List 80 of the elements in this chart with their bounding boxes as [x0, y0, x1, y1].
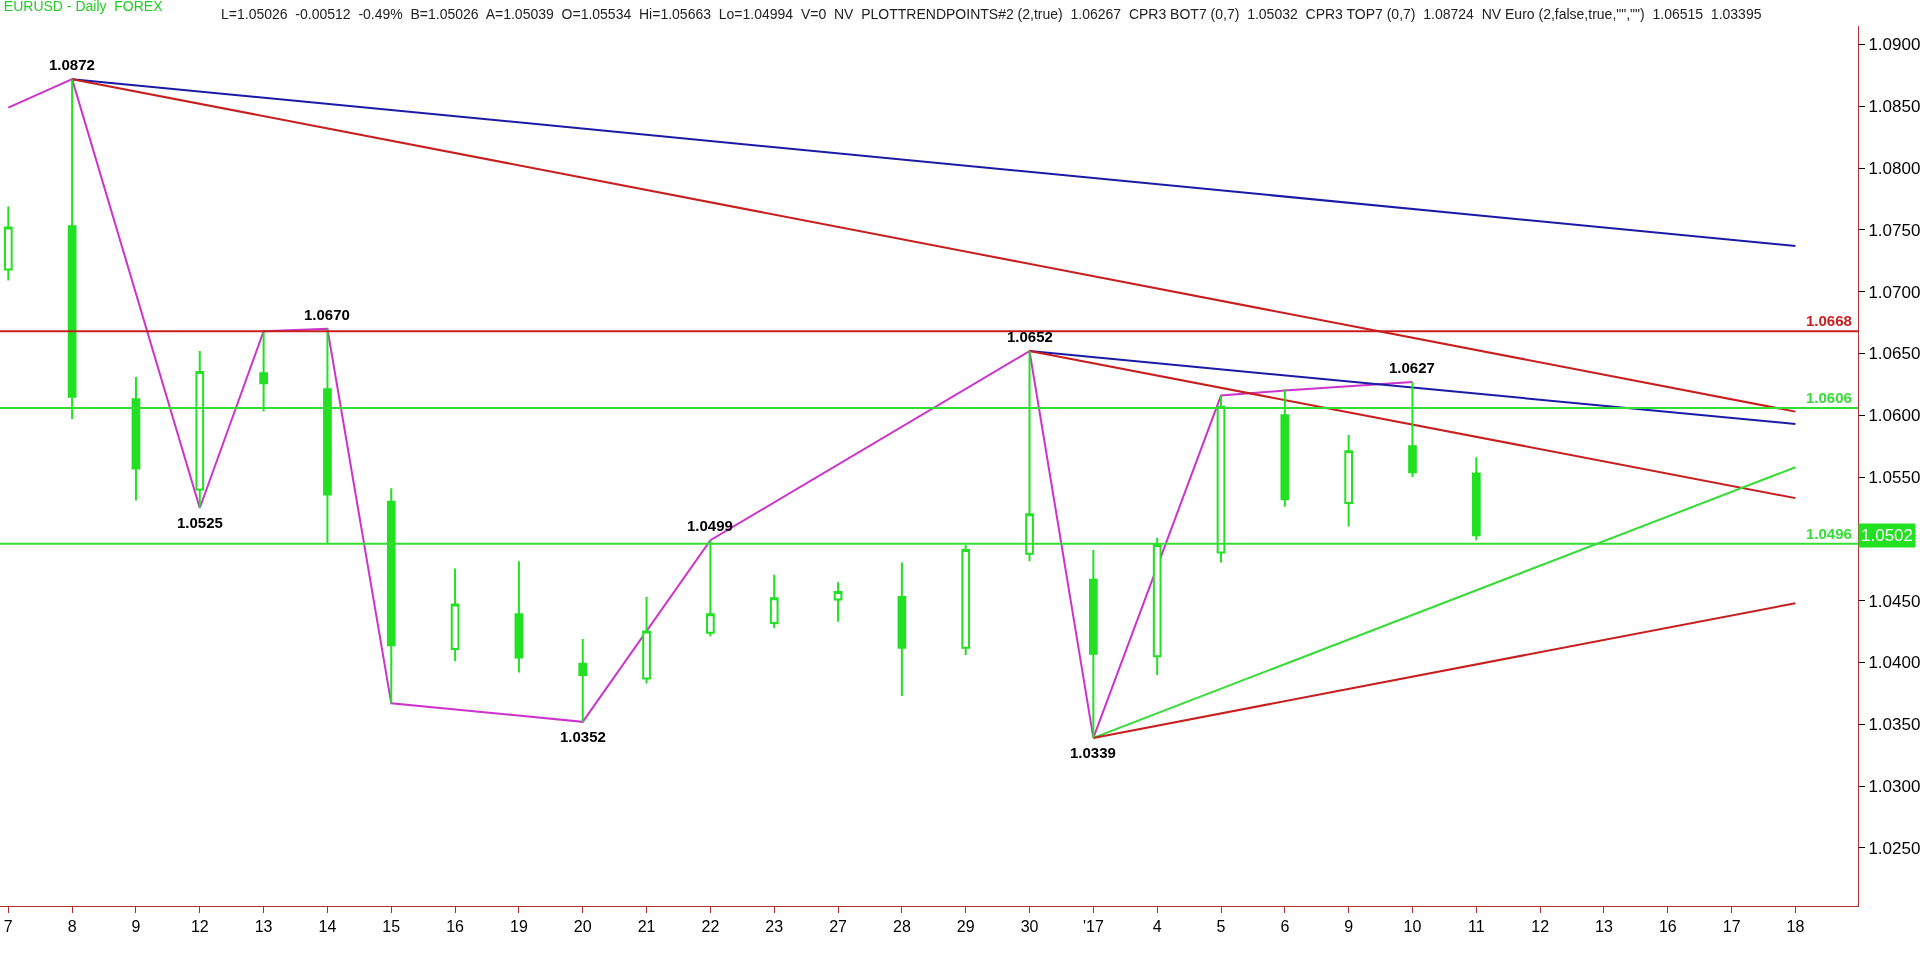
- y-tick-label: 1.0600: [1868, 406, 1920, 426]
- x-tick-label: 18: [1786, 918, 1805, 936]
- candlestick: [3, 205, 13, 282]
- candlestick: [514, 560, 524, 674]
- x-tick-label: 6: [1280, 918, 1290, 936]
- x-tick-label: 9: [131, 918, 141, 936]
- y-tick-label: 1.0450: [1868, 591, 1920, 611]
- x-tick-label: 13: [1595, 918, 1613, 936]
- x-tick-label: 9: [1344, 918, 1354, 936]
- x-tick-label: 29: [956, 918, 975, 936]
- x-tick-label: 13: [254, 918, 273, 936]
- x-tick-label: 15: [382, 918, 401, 936]
- annotation: 1.0339: [1070, 744, 1116, 761]
- chart-title: EURUSD - Daily FOREX: [3, 0, 164, 14]
- y-tick-label: 1.0350: [1868, 715, 1920, 735]
- candlestick: [67, 78, 77, 421]
- x-tick-label: 23: [765, 918, 784, 936]
- x-tick-label: 30: [1020, 918, 1039, 936]
- annotation: 1.0652: [1007, 328, 1053, 345]
- annotation: 1.0352: [560, 728, 606, 745]
- x-tick-label: 19: [510, 918, 528, 936]
- x-tick-label: 16: [1658, 918, 1677, 936]
- candlestick: [1408, 380, 1417, 479]
- y-tick-label: 1.0400: [1868, 653, 1920, 673]
- candlestick: [450, 567, 460, 663]
- ref-line-label: 1.0606: [1806, 389, 1852, 406]
- x-tick-label: '17: [1082, 918, 1104, 936]
- y-tick-label: 1.0850: [1868, 97, 1920, 117]
- candlestick: [769, 573, 779, 629]
- y-tick-label: 1.0550: [1868, 468, 1920, 488]
- candlestick: [1280, 388, 1290, 508]
- x-tick-label: 20: [573, 918, 592, 936]
- x-tick-label: 7: [3, 918, 13, 936]
- ref-line-label: 1.0668: [1806, 312, 1852, 329]
- candlestick: [1152, 536, 1162, 676]
- x-tick-label: 21: [637, 918, 656, 936]
- x-tick-label: 4: [1152, 918, 1162, 936]
- annotation: 1.0872: [49, 56, 95, 73]
- y-tick-label: 1.0900: [1868, 35, 1920, 55]
- candlestick: [706, 539, 715, 638]
- x-tick-label: 8: [67, 918, 77, 936]
- text: 1.0502: [1861, 526, 1913, 545]
- y-tick-label: 1.0300: [1868, 777, 1920, 797]
- candlestick: [131, 376, 141, 502]
- candlestick: [578, 638, 588, 723]
- y-tick-label: 1.0250: [1868, 838, 1920, 858]
- ref-line-label: 1.0496: [1806, 525, 1852, 542]
- candlestick: [1025, 350, 1034, 563]
- candlestick: [259, 329, 268, 413]
- candlestick: [642, 596, 651, 685]
- x-tick-label: 27: [829, 918, 848, 936]
- candlestick: [1089, 549, 1098, 739]
- y-tick-label: 1.0750: [1868, 220, 1920, 240]
- annotation: 1.0670: [304, 306, 350, 323]
- candlestick: [1344, 434, 1354, 528]
- candlestick: [897, 561, 907, 697]
- y-tick-label: 1.0700: [1868, 282, 1920, 302]
- x-tick-label: 10: [1403, 918, 1422, 936]
- candlestick: [961, 544, 971, 657]
- candlestick: [323, 327, 332, 545]
- x-tick-label: 16: [446, 918, 465, 936]
- y-tick-label: 1.0650: [1868, 344, 1920, 364]
- chart-subtitle: L=1.05026 -0.00512 -0.49% B=1.05026 A=1.05039 O=1.05534 Hi=1.05663 Lo=1.04994 V=0 NV PLOTTRENDPOINTS#2 (2,true) 1.06267 CPR3 BOT7 (0,7) 1.05032 CPR3 TOP7 (0,7) 1.08724 NV Euro (2,false,true,"","") 1.06515 1.03395: [221, 6, 1762, 22]
- candlestick: [1216, 394, 1226, 564]
- candlestick: [833, 581, 843, 623]
- x-tick-label: 5: [1216, 918, 1226, 936]
- annotation: 1.0499: [687, 517, 733, 534]
- x-tick-label: 12: [1531, 918, 1550, 936]
- annotation: 1.0627: [1389, 359, 1435, 376]
- x-tick-label: 14: [318, 918, 337, 936]
- candlestick: [386, 487, 396, 705]
- x-tick-label: 22: [701, 918, 720, 936]
- x-tick-label: 17: [1722, 918, 1741, 936]
- annotation: 1.0525: [177, 514, 223, 531]
- y-tick-label: 1.0800: [1868, 159, 1920, 179]
- x-tick-label: 12: [190, 918, 209, 936]
- candlestick: [195, 350, 205, 510]
- candlestick: [1471, 456, 1481, 542]
- x-tick-label: 11: [1468, 918, 1485, 936]
- x-tick-label: 28: [892, 918, 911, 936]
